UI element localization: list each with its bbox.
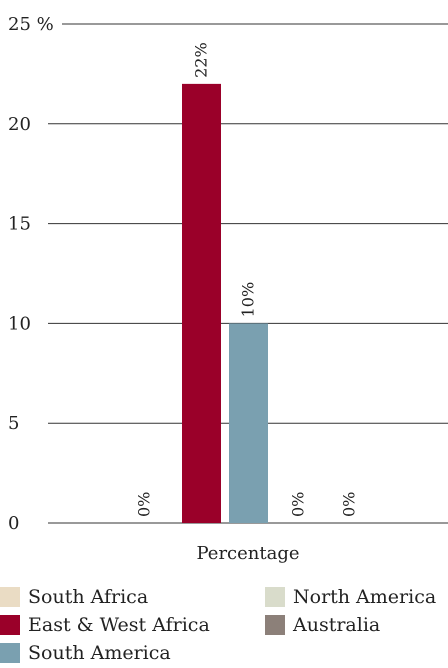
data-label: 0% [340, 492, 359, 517]
y-tick-label: 20 [8, 114, 31, 135]
y-tick-label: 5 [8, 413, 19, 434]
legend-swatch [0, 587, 20, 607]
x-axis-label: Percentage [196, 543, 299, 564]
data-label: 10% [239, 282, 258, 318]
y-axis-tick-labels: 0 5 10 15 20 25 % [8, 14, 54, 534]
legend-swatch [0, 643, 20, 663]
y-tick-label: 10 [8, 313, 31, 334]
legend-item: South America [0, 642, 171, 664]
data-label: 0% [135, 492, 154, 517]
legend-label: South America [28, 642, 171, 664]
bar-chart: 0 5 10 15 20 25 % 0% 22% 10% 0% 0% Percentage [8, 14, 448, 564]
legend: South Africa East & West Africa South Amer… [0, 586, 448, 668]
legend-swatch [0, 615, 20, 635]
legend-label: Australia [293, 614, 381, 636]
legend-label: South Africa [28, 586, 149, 608]
legend-item: South Africa [0, 586, 148, 608]
y-tick-label: 15 [8, 214, 31, 235]
data-label: 22% [192, 42, 211, 78]
legend-swatch [265, 615, 285, 635]
legend-item: East & West Africa [0, 614, 210, 636]
legend-item: North America [265, 586, 436, 608]
y-tick-label: 25 % [8, 14, 54, 35]
data-labels: 0% 22% 10% 0% 0% [135, 42, 359, 517]
legend-label: East & West Africa [28, 614, 210, 636]
bars [182, 83, 268, 523]
bar [182, 83, 221, 523]
y-tick-label: 0 [8, 513, 19, 534]
data-label: 0% [289, 492, 308, 517]
bar [229, 323, 268, 523]
legend-label: North America [293, 586, 437, 608]
legend-swatch [265, 587, 285, 607]
legend-item: Australia [265, 614, 380, 636]
